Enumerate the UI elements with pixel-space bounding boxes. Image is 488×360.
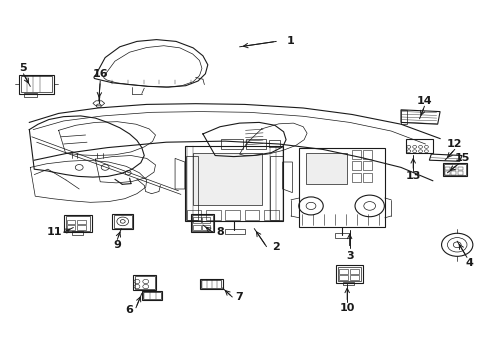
- Bar: [351, 161, 360, 170]
- Bar: [77, 225, 86, 230]
- Bar: [339, 275, 347, 280]
- Text: 13: 13: [405, 171, 420, 181]
- Bar: [202, 225, 210, 230]
- Bar: [339, 269, 347, 274]
- Bar: [443, 164, 465, 175]
- Bar: [450, 171, 455, 175]
- Bar: [450, 167, 455, 170]
- Bar: [202, 217, 210, 223]
- Bar: [205, 210, 221, 220]
- Text: 9: 9: [113, 240, 121, 250]
- Bar: [457, 167, 462, 170]
- Bar: [143, 292, 161, 299]
- Bar: [442, 163, 466, 176]
- Bar: [63, 215, 92, 232]
- Bar: [224, 229, 244, 234]
- Bar: [77, 220, 86, 224]
- Bar: [305, 153, 346, 184]
- Text: 11: 11: [47, 227, 62, 237]
- Text: 1: 1: [286, 36, 294, 46]
- Bar: [244, 210, 259, 220]
- Bar: [362, 150, 371, 159]
- Text: 3: 3: [345, 251, 353, 261]
- Bar: [351, 150, 360, 159]
- Bar: [114, 215, 131, 228]
- Bar: [66, 220, 75, 224]
- Bar: [343, 282, 353, 285]
- Bar: [362, 161, 371, 170]
- Bar: [185, 156, 198, 220]
- Bar: [457, 171, 462, 175]
- Text: 4: 4: [465, 258, 472, 268]
- Bar: [193, 153, 261, 205]
- Bar: [264, 210, 278, 220]
- Bar: [225, 210, 240, 220]
- Bar: [336, 265, 363, 283]
- Text: 2: 2: [272, 242, 280, 252]
- Bar: [444, 171, 449, 175]
- Bar: [19, 75, 54, 94]
- Bar: [334, 233, 349, 238]
- Bar: [192, 215, 212, 231]
- Bar: [193, 217, 201, 223]
- Bar: [20, 76, 52, 92]
- Bar: [201, 280, 221, 288]
- Text: 7: 7: [235, 292, 243, 302]
- Bar: [349, 269, 358, 274]
- Bar: [133, 275, 156, 290]
- Text: 10: 10: [339, 303, 354, 313]
- Bar: [268, 140, 279, 147]
- Bar: [349, 275, 358, 280]
- Text: 14: 14: [416, 96, 431, 106]
- Bar: [24, 93, 37, 97]
- Bar: [184, 146, 282, 221]
- Bar: [444, 167, 449, 170]
- Bar: [400, 110, 406, 124]
- Bar: [186, 210, 201, 220]
- Bar: [66, 225, 75, 230]
- Text: 12: 12: [446, 139, 462, 149]
- Bar: [199, 279, 223, 289]
- Bar: [362, 173, 371, 182]
- Bar: [221, 139, 243, 149]
- Bar: [72, 231, 83, 235]
- Text: 6: 6: [125, 305, 133, 315]
- Bar: [193, 225, 201, 230]
- Text: 5: 5: [20, 63, 27, 73]
- Bar: [135, 276, 154, 289]
- Bar: [246, 139, 265, 149]
- Bar: [142, 291, 162, 300]
- Bar: [270, 156, 282, 220]
- Bar: [299, 148, 384, 227]
- Bar: [405, 139, 432, 153]
- Bar: [112, 214, 133, 229]
- Text: 15: 15: [453, 153, 469, 163]
- Bar: [351, 173, 360, 182]
- Text: 8: 8: [216, 227, 224, 237]
- Bar: [190, 214, 214, 232]
- Bar: [338, 267, 361, 281]
- Text: 16: 16: [92, 69, 108, 79]
- Bar: [65, 216, 90, 231]
